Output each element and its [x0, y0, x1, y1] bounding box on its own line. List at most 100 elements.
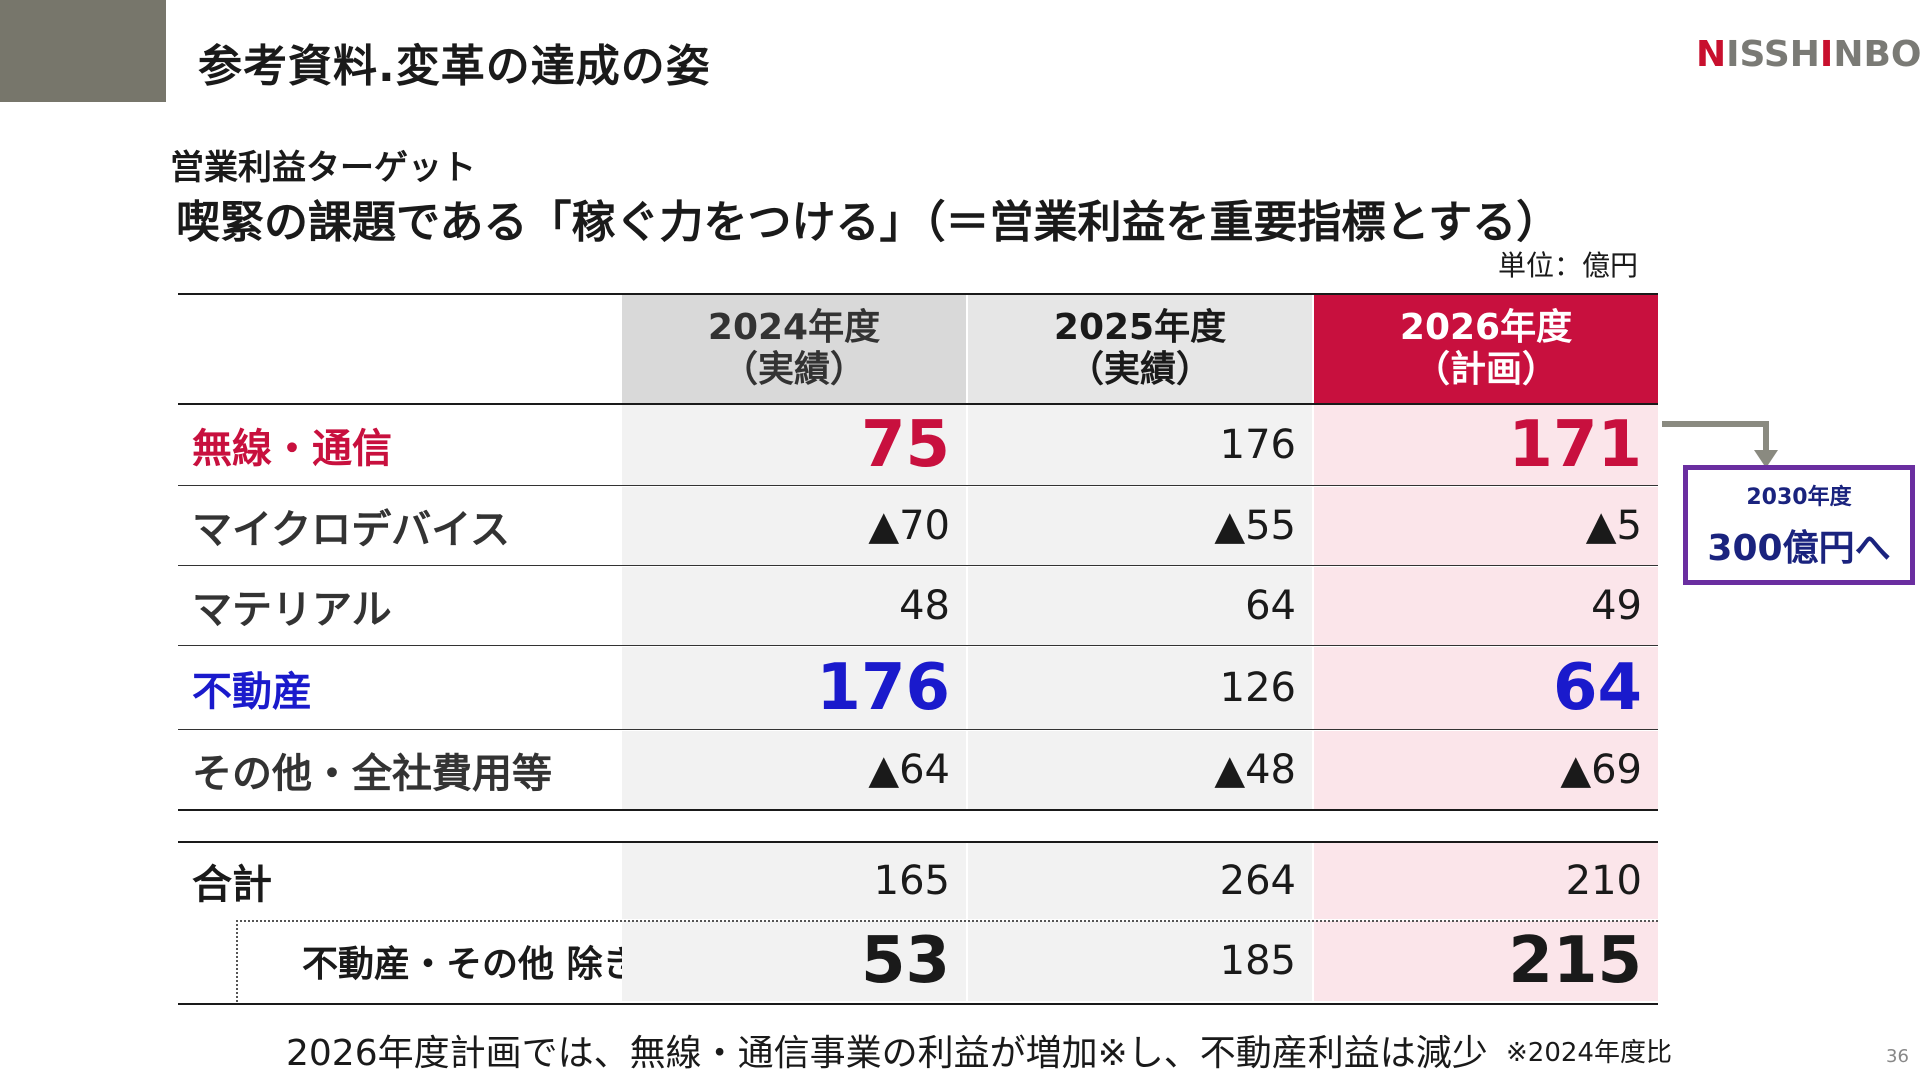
header-2026-year: 2026年度 — [1399, 307, 1573, 348]
value-2026: 215 — [1508, 924, 1642, 998]
section-bottom-border — [178, 809, 1658, 811]
row-label-cell: マテリアル — [178, 567, 622, 645]
header-2026-status: （計画） — [1413, 349, 1558, 390]
subtotal-bracket-vertical — [236, 920, 238, 1002]
row-divider — [178, 645, 1658, 646]
value-2025: 126 — [1219, 665, 1296, 711]
header-2024-year: 2024年度 — [707, 307, 881, 348]
header-2025: 2025年度 （実績） — [968, 295, 1312, 403]
page-title: 参考資料.変革の達成の姿 — [198, 41, 711, 92]
row-label-cell: 不動産 — [178, 647, 622, 729]
row-label: その他・全社費用等 — [192, 751, 552, 797]
row-label-cell: マイクロデバイス — [178, 487, 622, 565]
header-bottom-border — [178, 403, 1658, 405]
table-row-total: 合計 165 264 210 — [178, 843, 1658, 919]
cell-2026: 64 — [1314, 647, 1658, 729]
cell-2025: ▲55 — [968, 487, 1312, 565]
logo-part: NBO — [1833, 34, 1920, 75]
value-2025: 176 — [1219, 422, 1296, 468]
section-subtitle: 営業利益ターゲット — [170, 148, 476, 188]
table-row-microdevices: マイクロデバイス ▲70 ▲55 ▲5 — [178, 487, 1658, 565]
cell-2025: 126 — [968, 647, 1312, 729]
value-2026: ▲5 — [1585, 503, 1642, 549]
table-row-materials: マテリアル 48 64 49 — [178, 567, 1658, 645]
value-2026: 210 — [1565, 858, 1642, 904]
value-2026: 171 — [1508, 408, 1642, 482]
table-row-realestate: 不動産 176 126 64 — [178, 647, 1658, 729]
header-2025-status: （実績） — [1067, 349, 1212, 390]
footer-footnote: ※2024年度比 — [1506, 1038, 1672, 1068]
header-2024-status: （実績） — [721, 349, 866, 390]
row-label: 不動産 — [192, 669, 312, 715]
row-label-cell: 合計 — [178, 843, 622, 919]
value-2025: 264 — [1219, 858, 1296, 904]
callout-value: 300億円へ — [1707, 528, 1891, 569]
value-2024: 75 — [860, 408, 950, 482]
row-divider — [178, 729, 1658, 730]
value-2026: 64 — [1552, 651, 1642, 725]
subtotal-bracket-horizontal — [236, 920, 1658, 922]
value-2025: ▲55 — [1214, 503, 1296, 549]
table-top-border — [178, 293, 1658, 295]
title-accent-block — [0, 0, 166, 102]
row-divider — [178, 565, 1658, 566]
header-2026: 2026年度 （計画） — [1314, 295, 1658, 403]
cell-2024: 176 — [622, 647, 966, 729]
unit-label: 単位：億円 — [1498, 249, 1639, 282]
row-label: 無線・通信 — [192, 426, 392, 472]
cell-2026: ▲69 — [1314, 731, 1658, 809]
cell-2024: 48 — [622, 567, 966, 645]
cell-2025: ▲48 — [968, 731, 1312, 809]
cell-2025: 264 — [968, 843, 1312, 919]
value-2026: ▲69 — [1560, 747, 1642, 793]
value-2026: 49 — [1591, 583, 1642, 629]
value-2024: 165 — [873, 858, 950, 904]
table-header-row: 2024年度 （実績） 2025年度 （実績） 2026年度 （計画） — [178, 295, 1658, 403]
value-2025: 64 — [1245, 583, 1296, 629]
cell-2025: 185 — [968, 921, 1312, 1001]
cell-2024: ▲64 — [622, 731, 966, 809]
value-2024: ▲70 — [868, 503, 950, 549]
cell-2024: ▲70 — [622, 487, 966, 565]
value-2024: ▲64 — [868, 747, 950, 793]
logo-part: I — [1819, 34, 1834, 75]
table-bottom-border — [178, 1003, 1658, 1005]
callout-arrow-icon — [1662, 421, 1778, 468]
cell-2025: 64 — [968, 567, 1312, 645]
logo-part: N — [1696, 34, 1727, 75]
cell-2026: ▲5 — [1314, 487, 1658, 565]
cell-2026: 215 — [1314, 921, 1658, 1001]
cell-2024: 75 — [622, 405, 966, 485]
row-label: 合計 — [192, 862, 272, 908]
cell-2026: 49 — [1314, 567, 1658, 645]
callout-year: 2030年度 — [1746, 485, 1852, 510]
nisshinbo-logo: NISSHINBO — [1696, 34, 1920, 75]
cell-2024: 165 — [622, 843, 966, 919]
row-label: マテリアル — [192, 587, 392, 633]
total-top-border — [178, 841, 1658, 843]
row-label-cell: その他・全社費用等 — [178, 731, 622, 809]
section-headline: 喫緊の課題である「稼ぐ力をつける」（＝営業利益を重要指標とする） — [176, 197, 1561, 248]
cell-2026: 171 — [1314, 405, 1658, 485]
cell-2025: 176 — [968, 405, 1312, 485]
row-label-cell: 無線・通信 — [178, 405, 622, 485]
row-label: マイクロデバイス — [192, 507, 510, 553]
header-empty-cell — [178, 295, 622, 403]
value-2024: 53 — [860, 924, 950, 998]
logo-part: ISSH — [1726, 34, 1820, 75]
row-label: 不動産・その他 除き — [302, 944, 639, 985]
table-row-wireless: 無線・通信 75 176 171 — [178, 405, 1658, 485]
header-2025-year: 2025年度 — [1053, 307, 1227, 348]
value-2025: ▲48 — [1214, 747, 1296, 793]
table-row-excluding: 不動産・その他 除き 53 185 215 — [178, 921, 1658, 1001]
value-2024: 48 — [899, 583, 950, 629]
row-label-cell: 不動産・その他 除き — [178, 921, 639, 1001]
footer-note: 2026年度計画では、無線・通信事業の利益が増加※し、不動産利益は減少 — [286, 1033, 1488, 1074]
table-row-others: その他・全社費用等 ▲64 ▲48 ▲69 — [178, 731, 1658, 809]
target-2030-callout: 2030年度 300億円へ — [1683, 465, 1915, 585]
cell-2024: 53 — [622, 921, 966, 1001]
header-2024: 2024年度 （実績） — [622, 295, 966, 403]
row-divider — [178, 485, 1658, 486]
page-number: 36 — [1886, 1046, 1909, 1067]
cell-2026: 210 — [1314, 843, 1658, 919]
